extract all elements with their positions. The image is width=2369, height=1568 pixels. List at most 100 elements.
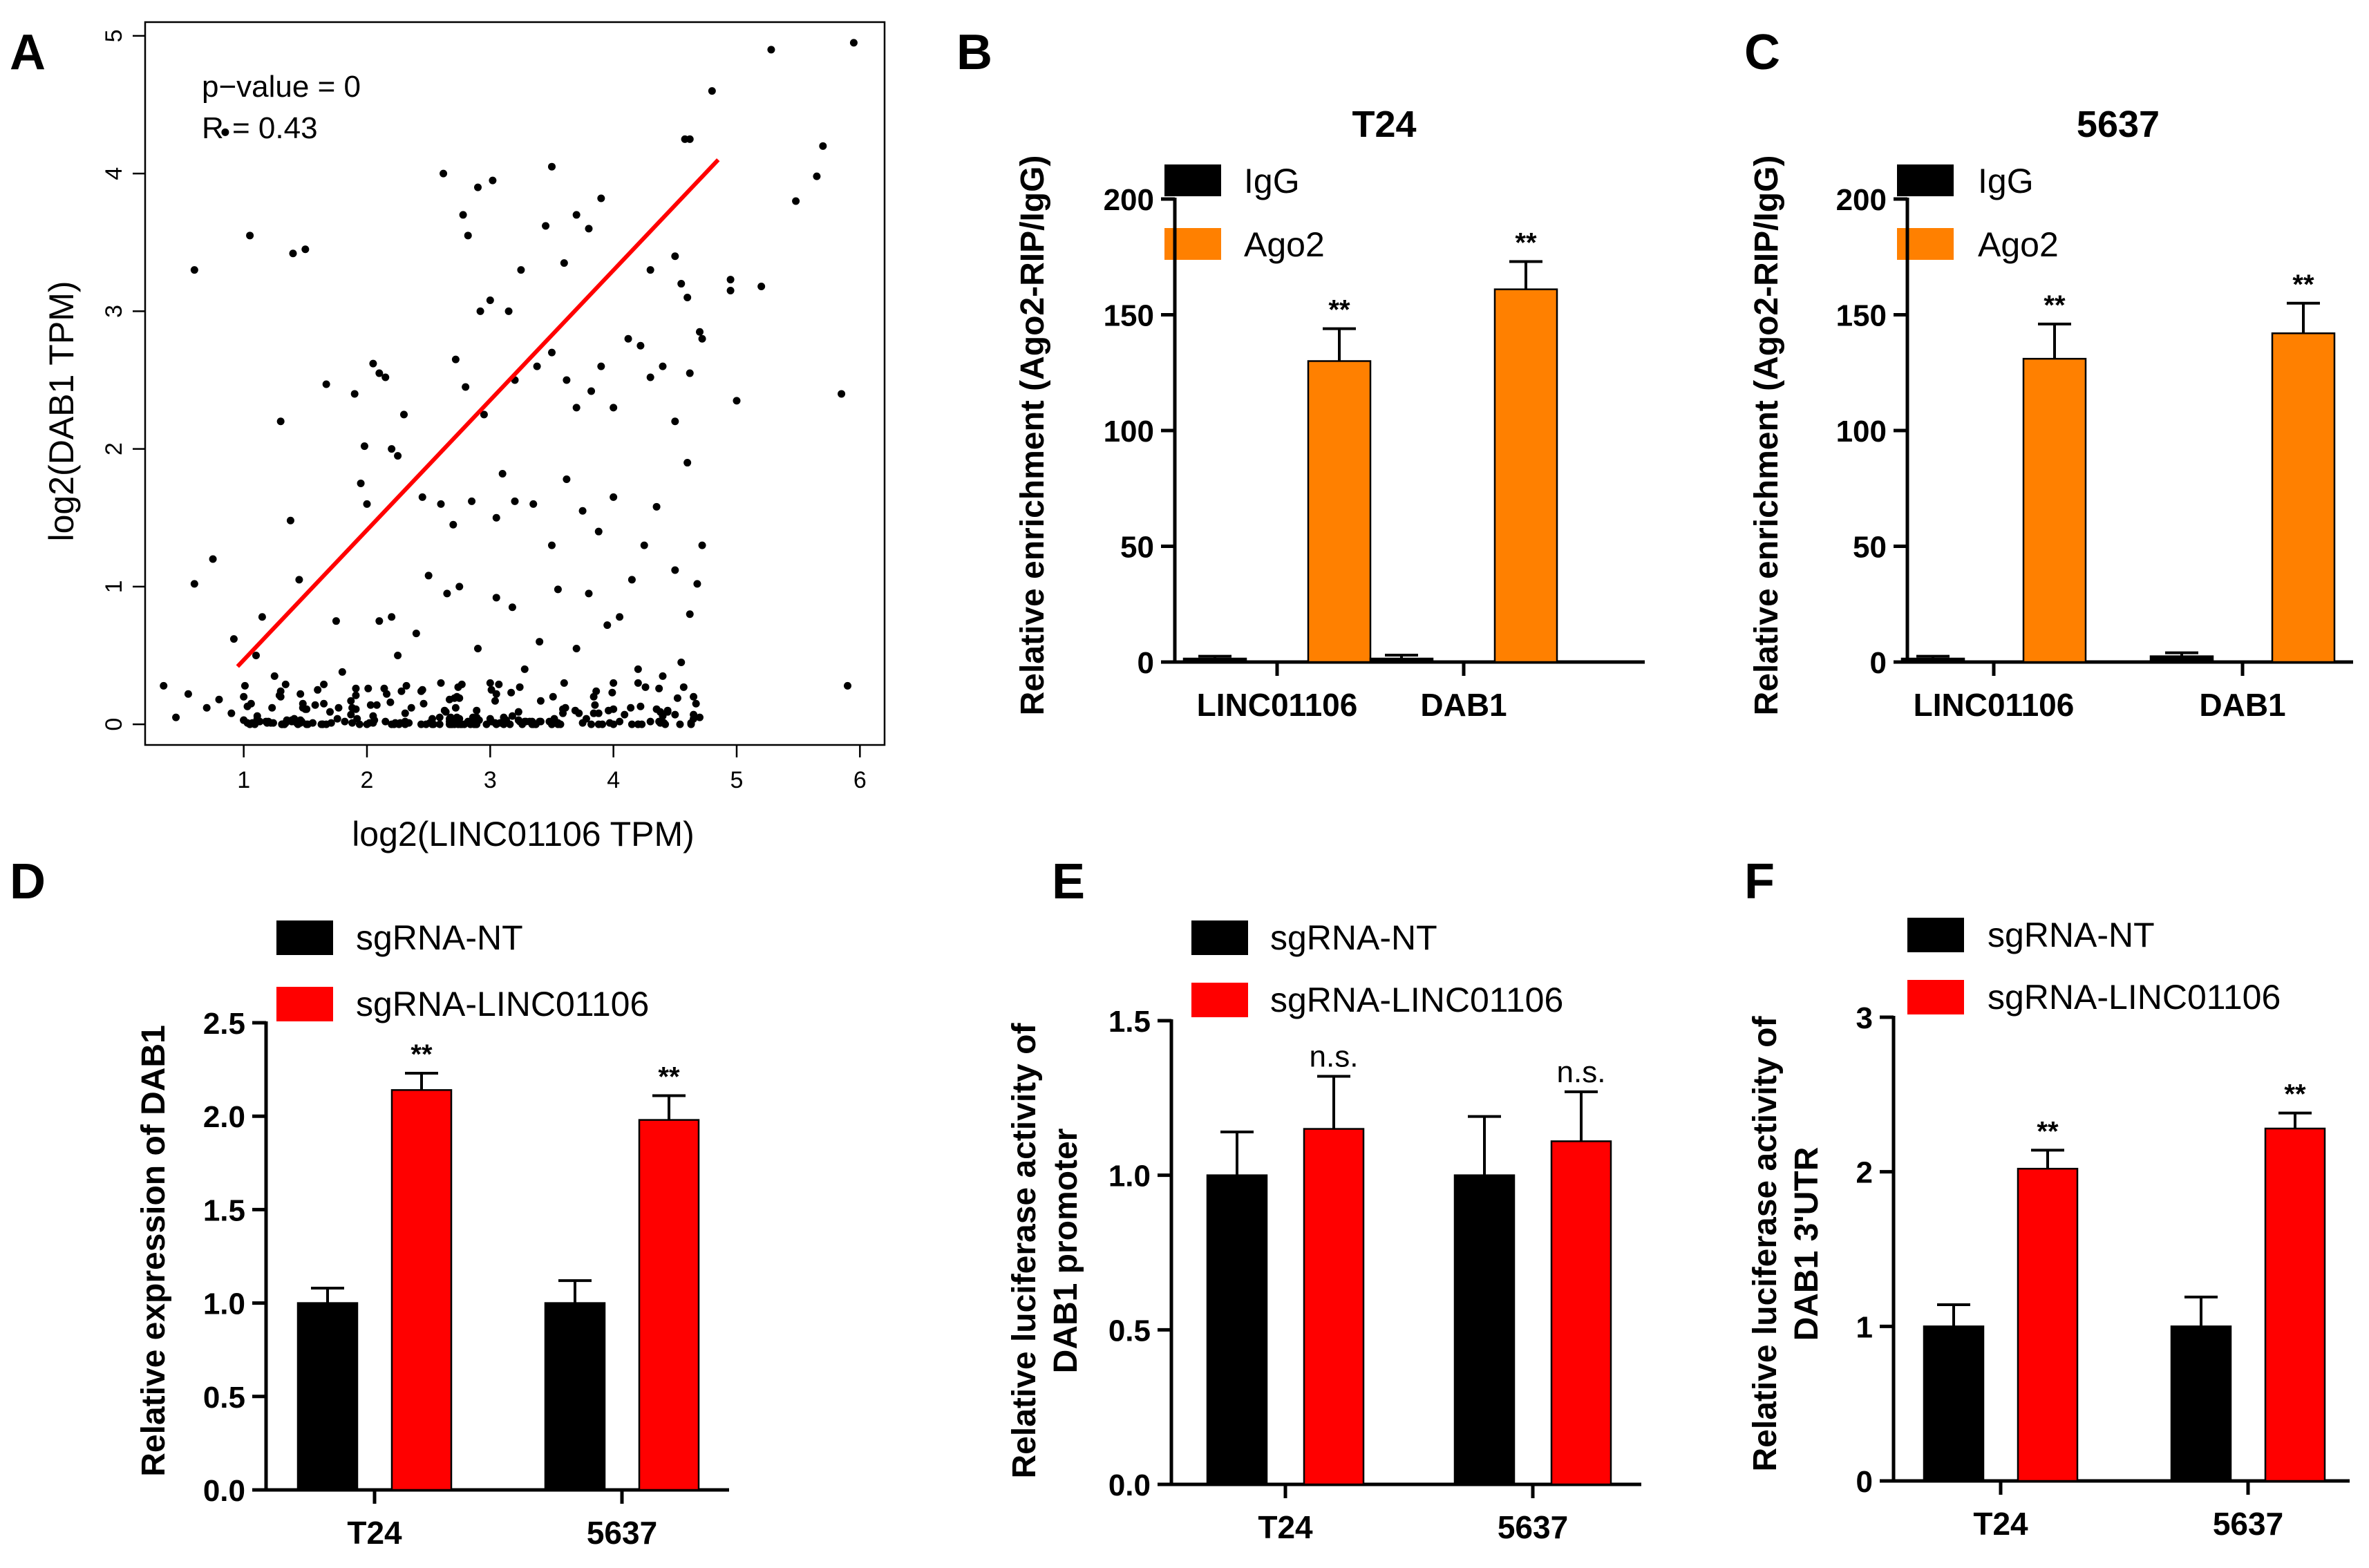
scatter-point	[646, 266, 654, 274]
scatter-point	[221, 128, 229, 136]
scatter-point	[437, 679, 445, 687]
bar	[1206, 1174, 1268, 1486]
scatter-point	[352, 691, 360, 699]
scatter-point	[605, 719, 614, 727]
bar	[2149, 655, 2214, 663]
legend-swatch-igg	[1164, 164, 1221, 196]
scatter-point	[400, 410, 408, 419]
panel-letter-b: B	[956, 25, 992, 80]
scatter-point	[394, 651, 402, 659]
scatter-point	[401, 709, 409, 717]
scatter-point	[333, 715, 341, 723]
scatter-point	[792, 197, 800, 205]
scatter-point	[542, 222, 550, 230]
scatter-point	[692, 699, 700, 708]
bar	[1303, 1128, 1365, 1486]
scatter-point	[656, 708, 664, 716]
legend-swatch-sgrna-linc01106	[1907, 980, 1964, 1014]
scatter-point	[381, 717, 390, 726]
legend-swatch-sgrna-nt	[276, 920, 333, 955]
legend-swatch-sgrna-nt	[1907, 918, 1964, 952]
y-tick-label: 2.5	[203, 1007, 245, 1041]
scatter-point	[621, 710, 629, 719]
scatter-point	[491, 697, 499, 705]
scatter-point	[610, 679, 618, 687]
scatter-point	[549, 692, 557, 701]
panel-letter-a: A	[10, 25, 46, 80]
y-tick-label: 150	[1836, 299, 1887, 333]
scatter-point	[160, 681, 168, 690]
scatter-point	[357, 479, 365, 487]
y-axis-label: Relative expression of DAB1	[135, 1025, 172, 1477]
scatter-point	[838, 390, 846, 398]
scatter-point	[424, 572, 433, 580]
bar	[1453, 1174, 1516, 1486]
legend-swatch-sgrna-linc01106	[276, 987, 333, 1021]
scatter-point	[529, 500, 538, 508]
scatter-point	[548, 348, 556, 357]
y-axis-label-line-2: DAB1 promoter	[1048, 1128, 1084, 1374]
scatter-point	[360, 442, 368, 451]
scatter-point	[369, 359, 377, 368]
scatter-point	[610, 493, 618, 501]
y-axis-ticks: 0 1 2 3 4 5	[101, 29, 145, 731]
scatter-point	[372, 701, 381, 709]
scatter-point	[640, 541, 648, 549]
scatter-point	[708, 87, 716, 95]
y-tick-label: 2	[101, 442, 127, 455]
scatter-point	[487, 686, 495, 694]
scatter-panel-a: p−value = 0 R = 0.43 1 2 3 4 5 6 0 1 2 3 4 5 log2(…	[42, 21, 886, 853]
scatter-point	[556, 720, 565, 728]
scatter-point	[677, 658, 686, 666]
y-tick-label: 1.5	[1108, 1005, 1151, 1039]
x-tick-label: LINC01106	[1914, 687, 2075, 723]
bar	[296, 1302, 359, 1491]
scatter-point	[646, 373, 654, 381]
y-axis-label-line-2: DAB1 3'UTR	[1788, 1147, 1825, 1341]
scatter-point	[517, 266, 525, 274]
scatter-point	[240, 692, 248, 701]
scatter-points	[160, 39, 858, 728]
scatter-point	[486, 296, 494, 304]
scatter-point	[686, 369, 694, 377]
x-tick-label: LINC01106	[1197, 687, 1358, 723]
scatter-point	[605, 706, 613, 715]
scatter-point	[394, 452, 402, 460]
scatter-point	[381, 373, 390, 381]
significance-label: **	[1515, 227, 1537, 258]
scatter-point	[548, 541, 556, 549]
scatter-point	[598, 720, 607, 728]
significance-label: **	[658, 1061, 680, 1092]
scatter-point	[634, 665, 642, 673]
scatter-point	[449, 520, 457, 529]
scatter-point	[473, 713, 481, 721]
scatter-point	[252, 651, 260, 659]
y-tick-label: 200	[1104, 183, 1154, 217]
y-tick-label: 5	[101, 29, 127, 42]
x-tick-label: DAB1	[2199, 687, 2285, 723]
plot-area: 0 50 100 150 200 LINC01106 ** DAB1 **	[1104, 183, 1645, 723]
y-tick-label: 1.5	[203, 1193, 245, 1227]
scatter-point	[443, 589, 451, 598]
bar	[1923, 1325, 1985, 1482]
scatter-point	[209, 555, 217, 563]
scatter-point	[589, 709, 598, 717]
scatter-point	[417, 687, 425, 695]
scatter-point	[303, 720, 311, 728]
scatter-point	[548, 162, 556, 171]
scatter-point	[518, 720, 527, 728]
scatter-point	[388, 445, 396, 453]
scatter-point	[350, 390, 359, 398]
bar-panel-e: sgRNA-NT sgRNA-LINC01106 0.0 0.5 1.0 1.5 T24…	[1006, 918, 1641, 1545]
scatter-point	[366, 701, 375, 709]
scatter-point	[578, 507, 587, 515]
scatter-point	[267, 719, 275, 727]
scatter-point	[341, 717, 349, 726]
bar-panel-f: sgRNA-NT sgRNA-LINC01106 0 1 2 3 T24 ** 5637 **…	[1747, 916, 2350, 1542]
scatter-point	[246, 232, 254, 240]
y-tick-label: 50	[1120, 531, 1154, 565]
scatter-point	[849, 39, 858, 47]
scatter-point	[295, 576, 303, 584]
scatter-point	[681, 135, 689, 143]
legend-swatch-ago2	[1897, 228, 1954, 260]
